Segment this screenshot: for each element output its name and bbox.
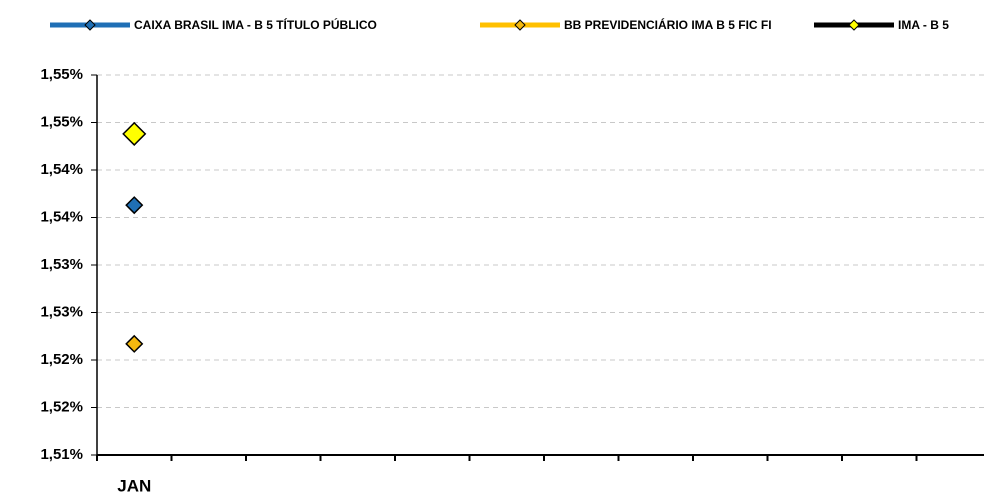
point <box>125 196 144 215</box>
y-tick-label: 1,54% <box>40 161 83 178</box>
y-tick-label: 1,54% <box>40 208 83 225</box>
legend-marker <box>84 19 96 31</box>
point <box>125 334 144 353</box>
x-tick-label: JAN <box>117 476 151 495</box>
y-tick-label: 1,55% <box>40 113 83 130</box>
legend-marker <box>514 19 526 31</box>
legend-label: IMA - B 5 <box>898 18 949 32</box>
legend-label: BB PREVIDENCIÁRIO IMA B 5 FIC FI <box>564 17 772 32</box>
y-tick-label: 1,53% <box>40 303 83 320</box>
y-tick-label: 1,51% <box>40 446 83 463</box>
point <box>122 121 147 146</box>
legend-label: CAIXA BRASIL IMA - B 5 TÍTULO PÚBLICO <box>134 17 377 32</box>
y-tick-label: 1,52% <box>40 398 83 415</box>
legend-marker <box>848 19 860 31</box>
y-tick-label: 1,53% <box>40 256 83 273</box>
y-tick-label: 1,52% <box>40 351 83 368</box>
y-tick-label: 1,55% <box>40 66 83 83</box>
